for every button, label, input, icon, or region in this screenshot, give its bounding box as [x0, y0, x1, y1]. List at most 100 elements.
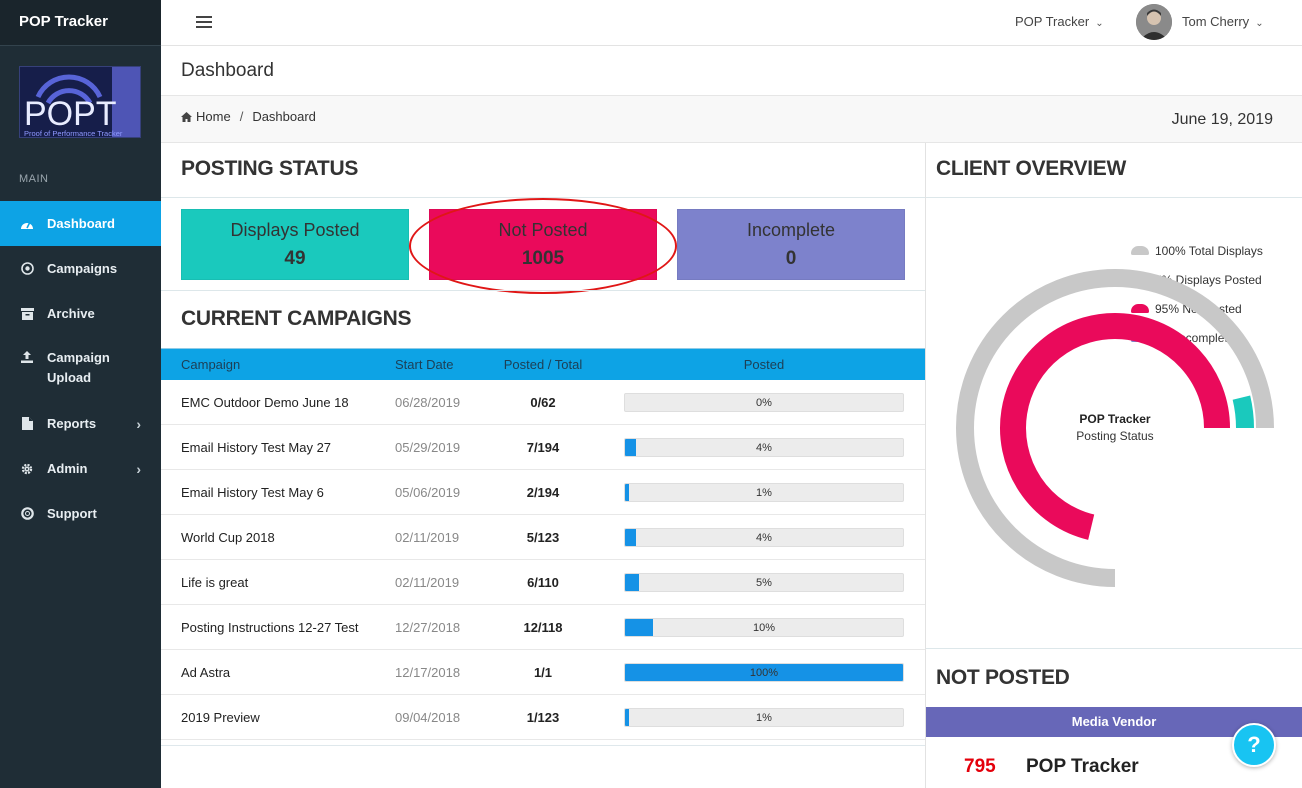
user-name: Tom Cherry [1182, 14, 1250, 29]
sidebar-item-support[interactable]: Support [0, 491, 161, 536]
sidebar-item-reports[interactable]: Reports › [0, 401, 161, 446]
stat-card-displays-posted[interactable]: Displays Posted 49 [181, 209, 409, 280]
table-row[interactable]: Email History Test May 27 05/29/2019 7/194… [161, 425, 925, 470]
progress-fill [625, 439, 637, 456]
table-body: EMC Outdoor Demo June 18 06/28/2019 0/62 0%… [161, 380, 925, 740]
sidebar-item-campaigns[interactable]: Campaigns [0, 246, 161, 291]
progress-bar: 0% [624, 393, 904, 412]
column-header-campaign[interactable]: Campaign [181, 357, 241, 372]
campaign-name[interactable]: Email History Test May 27 [181, 440, 332, 455]
app-switcher-dropdown[interactable]: POP Tracker ⌄ [1015, 14, 1104, 29]
column-header-posted-total[interactable]: Posted / Total [503, 357, 583, 372]
file-icon [19, 417, 35, 430]
campaign-name[interactable]: Email History Test May 6 [181, 485, 324, 500]
page-title: Dashboard [181, 60, 274, 81]
help-button[interactable]: ? [1232, 723, 1276, 767]
stat-label: Displays Posted [230, 220, 360, 240]
breadcrumb-bar: Home / Dashboard June 19, 2019 [161, 95, 1302, 143]
legend-label: 100% Total Displays [1155, 243, 1263, 258]
progress-label: 4% [756, 532, 772, 544]
legend-item[interactable]: 100% Total Displays [1131, 236, 1263, 265]
chevron-down-icon: ⌄ [1255, 18, 1264, 29]
table-row[interactable]: Posting Instructions 12-27 Test 12/27/201… [161, 605, 925, 650]
table-row[interactable]: Ad Astra 12/17/2018 1/1 100% [161, 650, 925, 695]
brand-name[interactable]: POP Tracker [0, 0, 161, 46]
breadcrumb-home-link[interactable]: Home [196, 109, 231, 124]
panel-divider [925, 143, 926, 788]
table-row[interactable]: 2019 Preview 09/04/2018 1/123 1% [161, 695, 925, 740]
progress-fill [625, 574, 639, 591]
stat-value: 49 [284, 248, 306, 269]
chart-arc-displays-posted[interactable] [1232, 395, 1254, 429]
progress-label: 100% [749, 667, 779, 679]
hamburger-menu-icon[interactable] [196, 16, 212, 29]
table-row[interactable]: World Cup 2018 02/11/2019 5/123 4% [161, 515, 925, 560]
progress-label: 1% [756, 712, 772, 724]
sidebar-item-label: Reports [47, 415, 97, 431]
client-overview-chart: POP Tracker Posting Status [956, 269, 1274, 587]
sidebar-item-label: Dashboard [47, 215, 115, 231]
progress-bar: 10% [624, 618, 904, 637]
sidebar-item-label: Archive [47, 305, 95, 321]
progress-bar: 100% [624, 663, 904, 682]
avatar[interactable] [1136, 4, 1172, 40]
campaign-name[interactable]: Ad Astra [181, 665, 231, 680]
campaign-name[interactable]: Life is great [181, 575, 249, 590]
campaign-name[interactable]: EMC Outdoor Demo June 18 [181, 395, 349, 410]
legend-swatch-icon [1131, 304, 1149, 313]
campaign-posted-total: 0/62 [530, 395, 556, 410]
user-menu-dropdown[interactable]: Tom Cherry ⌄ [1182, 14, 1264, 29]
stat-card-incomplete[interactable]: Incomplete 0 [677, 209, 905, 280]
breadcrumb-separator: / [239, 109, 244, 124]
sidebar-item-label: Support [47, 505, 97, 521]
upload-icon [19, 351, 35, 363]
dashboard-icon [19, 218, 35, 230]
chevron-right-icon: › [136, 415, 141, 432]
campaign-start-date: 06/28/2019 [395, 395, 461, 410]
legend-label: 5% Displays Posted [1155, 272, 1262, 287]
chart-center-subtitle: Posting Status [1076, 429, 1153, 443]
archive-icon [19, 307, 35, 320]
legend-swatch-icon [1131, 246, 1149, 255]
posting-status-title: POSTING STATUS [181, 157, 359, 180]
table-row[interactable]: Life is great 02/11/2019 6/110 5% [161, 560, 925, 605]
progress-fill [625, 709, 630, 726]
column-header-start-date[interactable]: Start Date [395, 357, 454, 372]
progress-fill [625, 484, 630, 501]
progress-label: 1% [756, 487, 772, 499]
top-header: POP Tracker ⌄ Tom Cherry ⌄ [161, 0, 1302, 46]
progress-label: 5% [756, 577, 772, 589]
progress-fill [625, 664, 903, 681]
campaign-name[interactable]: 2019 Preview [181, 710, 260, 725]
sidebar-item-archive[interactable]: Archive [0, 291, 161, 336]
progress-label: 10% [752, 622, 776, 634]
campaign-name[interactable]: Posting Instructions 12-27 Test [181, 620, 359, 635]
column-header-posted[interactable]: Posted [743, 357, 785, 372]
stat-label: Not Posted [498, 220, 588, 240]
media-vendor-column-header[interactable]: Media Vendor [926, 707, 1302, 737]
chevron-right-icon: › [136, 460, 141, 477]
table-row[interactable]: Email History Test May 6 05/06/2019 2/194 1… [161, 470, 925, 515]
table-row[interactable]: EMC Outdoor Demo June 18 06/28/2019 0/62 0% [161, 380, 925, 425]
chart-arc-not-posted[interactable] [1000, 313, 1230, 540]
sidebar-item-admin[interactable]: Admin › [0, 446, 161, 491]
app-logo[interactable]: POPT Proof of Performance Tracker [19, 66, 141, 138]
stat-card-not-posted[interactable]: Not Posted 1005 [429, 209, 657, 280]
chart-center-title: POP Tracker [1079, 412, 1150, 426]
not-posted-vendor[interactable]: POP Tracker [1026, 756, 1139, 777]
chart-arc-total-displays[interactable] [956, 269, 1274, 587]
bullseye-icon [19, 262, 35, 275]
home-icon [181, 111, 192, 122]
sidebar-item-label: Campaign Upload [47, 350, 110, 385]
table-header: Campaign Start Date Posted / Total Poste… [161, 348, 925, 380]
sidebar-item-campaign-upload[interactable]: Campaign Upload [0, 336, 161, 401]
campaign-name[interactable]: World Cup 2018 [181, 530, 275, 545]
sidebar-item-dashboard[interactable]: Dashboard [0, 201, 161, 246]
not-posted-title: NOT POSTED [936, 666, 1070, 689]
campaign-posted-total: 1/123 [526, 710, 560, 725]
stat-label: Incomplete [746, 220, 836, 240]
campaign-posted-total: 1/1 [533, 665, 553, 680]
stat-value: 1005 [521, 248, 565, 269]
stat-value: 0 [785, 248, 797, 269]
campaigns-table: Campaign Start Date Posted / Total Poste… [161, 348, 925, 740]
